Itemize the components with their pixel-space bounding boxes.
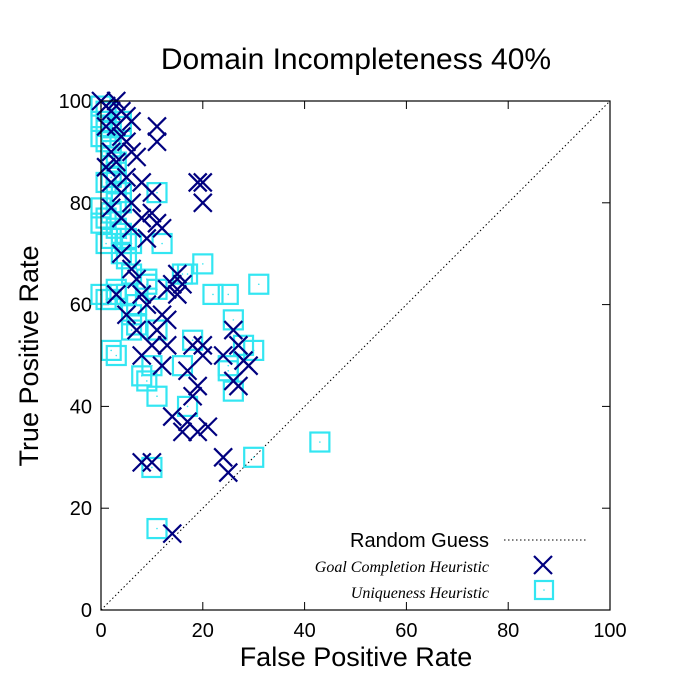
goal-completion-point xyxy=(106,116,127,137)
goal-completion-point xyxy=(121,218,142,239)
uniqueness-point xyxy=(248,273,270,295)
x-tick-label: 40 xyxy=(293,620,315,642)
goal-completion-point xyxy=(172,422,193,442)
goal-completion-point xyxy=(152,355,172,376)
uniqueness-point xyxy=(126,314,148,336)
goal-completion-point xyxy=(152,218,172,239)
legend-label-uniqueness: Uniqueness Heuristic xyxy=(351,585,489,602)
y-tick-label: 0 xyxy=(81,600,92,622)
goal-completion-point xyxy=(182,335,203,356)
goal-completion-point xyxy=(172,274,193,295)
goal-completion-point xyxy=(131,452,152,473)
uniqueness-point xyxy=(146,385,168,407)
y-axis-label: True Positive Rate xyxy=(14,245,44,466)
goal-completion-point xyxy=(101,101,121,121)
goal-completion-point xyxy=(111,243,132,264)
y-tick-label: 40 xyxy=(70,396,92,418)
uniqueness-point xyxy=(202,283,224,306)
uniqueness-point xyxy=(146,517,168,540)
uniqueness-point xyxy=(217,360,239,382)
uniqueness-point xyxy=(146,182,168,204)
goal-completion-point xyxy=(167,264,188,284)
goal-completion-point xyxy=(228,335,249,356)
goal-completion-point xyxy=(147,320,167,340)
goal-completion-point xyxy=(182,386,203,406)
plot-area: 0 20 40 60 80 100 0 20 40 60 80 100 xyxy=(59,91,627,642)
goal-completion-point xyxy=(167,284,188,305)
goal-completion-point xyxy=(162,274,183,295)
uniqueness-point xyxy=(100,339,122,362)
uniqueness-point xyxy=(217,283,239,306)
goal-completion-point xyxy=(223,320,244,340)
goal-completion-point xyxy=(142,182,162,203)
legend-label-random-guess: Random Guess xyxy=(350,530,489,552)
chart-title: Domain Incompleteness 40% xyxy=(161,43,551,76)
goal-completion-point xyxy=(213,345,233,366)
goal-completion-point xyxy=(157,335,177,356)
goal-completion-point xyxy=(121,193,142,213)
goal-completion-point xyxy=(177,360,198,381)
goal-completion-point xyxy=(147,131,167,152)
y-tick-label: 100 xyxy=(59,91,92,113)
x-tick-label: 80 xyxy=(497,620,519,642)
goal-completion-point xyxy=(96,157,116,177)
goal-completion-point xyxy=(193,193,213,213)
uniqueness-point xyxy=(217,355,239,377)
y-tick-label: 60 xyxy=(70,295,92,317)
uniqueness-point xyxy=(176,395,199,417)
x-tick-label: 100 xyxy=(593,620,626,642)
legend-label-goal-completion: Goal Completion Heuristic xyxy=(315,559,489,576)
uniqueness-point xyxy=(309,431,331,453)
goal-completion-point xyxy=(96,116,116,137)
uniqueness-point xyxy=(182,329,204,351)
goal-completion-point xyxy=(116,167,137,188)
goal-completion-point xyxy=(147,116,167,137)
goal-completion-point xyxy=(126,320,147,340)
goal-completion-point xyxy=(187,422,208,442)
goal-completion-point xyxy=(218,462,239,483)
uniqueness-point xyxy=(141,456,163,479)
goal-completion-point xyxy=(116,305,137,325)
goal-completion-point xyxy=(137,228,157,249)
goal-completion-point xyxy=(193,335,213,356)
goal-completion-point xyxy=(187,172,208,193)
goal-completion-point xyxy=(193,172,213,193)
goal-completion-point xyxy=(142,203,162,223)
goal-completion-point xyxy=(162,406,183,427)
uniqueness-point xyxy=(105,344,127,367)
goal-completion-point xyxy=(213,447,233,468)
goal-completion-point xyxy=(116,131,137,152)
y-tick-label: 20 xyxy=(70,498,92,520)
goal-completion-point xyxy=(238,355,259,376)
uniqueness-point xyxy=(151,232,173,255)
goal-completion-point xyxy=(162,523,183,544)
x-tick-label: 20 xyxy=(192,620,214,642)
goal-completion-point xyxy=(187,376,208,396)
goal-completion-point xyxy=(198,416,218,437)
plot-frame xyxy=(100,100,611,611)
goal-completion-point xyxy=(126,147,147,167)
legend-swatch-goal-completion xyxy=(533,555,553,575)
uniqueness-point xyxy=(222,309,244,331)
x-axis-label: False Positive Rate xyxy=(240,642,473,672)
goal-completion-point xyxy=(137,294,157,315)
goal-completion-point xyxy=(101,142,121,162)
goal-completion-point xyxy=(228,376,249,396)
goal-completion-point xyxy=(106,284,127,305)
uniqueness-point xyxy=(131,365,153,387)
uniqueness-point xyxy=(243,446,265,468)
goal-completion-point xyxy=(142,452,162,473)
legend: Random Guess Goal Completion Heuristic U… xyxy=(315,530,586,602)
goal-completion-point xyxy=(126,269,147,289)
y-tick-label: 80 xyxy=(70,193,92,215)
legend-swatch-uniqueness xyxy=(533,579,555,601)
goal-completion-point xyxy=(121,259,142,279)
goal-completion-point xyxy=(131,284,152,305)
x-tick-label: 0 xyxy=(95,620,106,642)
x-tick-label: 60 xyxy=(395,620,417,642)
goal-completion-point xyxy=(121,111,142,132)
goal-completion-point xyxy=(106,152,127,172)
goal-completion-point xyxy=(131,345,152,366)
